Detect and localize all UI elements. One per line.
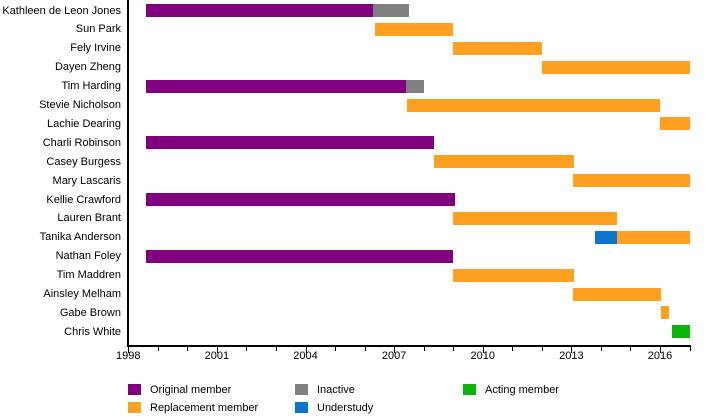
member-label: Mary Lascaris — [52, 174, 121, 187]
x-axis-tick-label: 1998 — [116, 350, 141, 362]
legend-swatch — [295, 401, 308, 413]
x-axis-tick-label: 2007 — [381, 350, 407, 362]
x-axis-major-tick — [394, 347, 396, 353]
member-label: Nathan Foley — [55, 250, 121, 263]
member-label: Tanika Anderson — [39, 231, 121, 244]
legend-label: Acting member — [485, 383, 559, 396]
x-axis-minor-tick — [512, 347, 514, 351]
legend-swatch — [128, 383, 141, 395]
x-axis-tick-label: 2010 — [470, 350, 495, 362]
x-axis-minor-tick — [541, 347, 543, 351]
timeline-bar — [146, 249, 454, 263]
x-axis-tick-label: 2004 — [293, 350, 318, 362]
x-axis-major-tick — [128, 347, 130, 353]
x-axis-minor-tick — [423, 347, 425, 351]
legend-label: Original member — [150, 383, 232, 396]
x-axis-major-tick — [305, 347, 307, 353]
x-axis-minor-tick — [335, 347, 337, 351]
member-label: Chris White — [64, 325, 121, 338]
timeline-bar — [374, 22, 454, 36]
member-label: Tim Maddren — [56, 269, 121, 282]
x-axis-major-tick — [216, 347, 218, 353]
x-axis-minor-tick — [630, 347, 632, 351]
member-label: Stevie Nicholson — [39, 99, 121, 111]
timeline-bar — [146, 193, 455, 206]
x-axis-tick-label: 2013 — [559, 350, 584, 362]
legend-label: Inactive — [317, 383, 355, 396]
x-axis-major-tick — [660, 347, 662, 353]
x-axis-line — [126, 345, 691, 347]
member-label: Kellie Crawford — [46, 193, 121, 206]
timeline-bar — [405, 79, 424, 93]
timeline-bar — [572, 287, 662, 301]
member-label: Fely Irvine — [70, 42, 121, 55]
timeline-bar — [453, 211, 618, 225]
x-axis-minor-tick — [600, 347, 602, 351]
legend-label: Understudy — [317, 401, 374, 414]
member-label: Lauren Brant — [57, 212, 121, 225]
x-axis-minor-tick — [246, 347, 248, 351]
member-label: Sun Park — [75, 23, 121, 36]
member-label: Lachie Dearing — [47, 117, 121, 130]
timeline-bar — [146, 136, 435, 150]
member-label: Dayen Zheng — [54, 61, 121, 74]
x-axis-minor-tick — [364, 347, 366, 351]
x-axis-minor-tick — [157, 347, 159, 351]
x-axis-major-tick — [571, 347, 573, 353]
x-axis-minor-tick — [276, 347, 277, 351]
timeline-bar — [434, 155, 575, 169]
timeline-bar — [146, 79, 406, 93]
member-label: Tim Harding — [61, 80, 122, 93]
member-label: Casey Burgess — [46, 155, 121, 168]
timeline-bar — [453, 268, 575, 282]
member-label: Gabe Brown — [59, 306, 121, 319]
legend-swatch — [295, 383, 308, 395]
timeline-bar — [373, 4, 409, 17]
timeline-bar — [671, 325, 690, 339]
x-axis-minor-tick — [187, 347, 189, 351]
timeline-bar — [660, 117, 690, 131]
x-axis-minor-tick — [689, 347, 691, 351]
legend-label: Replacement member — [150, 401, 259, 414]
member-label: Charli Robinson — [42, 136, 121, 149]
x-axis-major-tick — [482, 347, 484, 353]
x-axis-minor-tick — [453, 347, 455, 351]
timeline-bar — [661, 306, 669, 320]
y-axis-line — [126, 0, 129, 346]
legend-swatch — [128, 401, 141, 413]
member-label: Ainsley Melham — [43, 288, 121, 300]
timeline-bar — [595, 230, 618, 244]
x-axis-tick-label: 2001 — [204, 350, 230, 362]
timeline-bar — [453, 41, 542, 55]
timeline-bar — [617, 230, 690, 244]
timeline-bar — [541, 60, 690, 74]
timeline-bar — [407, 98, 660, 112]
legend-swatch — [463, 383, 476, 395]
x-axis-tick-label: 2016 — [647, 350, 673, 362]
timeline-bar — [146, 4, 374, 17]
timeline-bar — [572, 174, 690, 188]
member-label: Kathleen de Leon Jones — [2, 4, 121, 17]
